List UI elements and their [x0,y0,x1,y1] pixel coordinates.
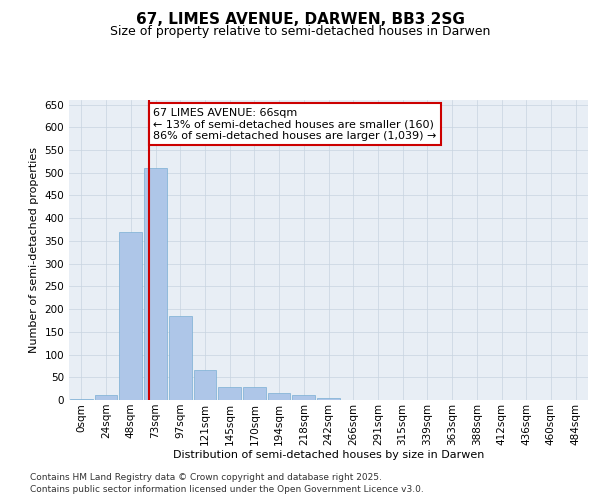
Text: 67, LIMES AVENUE, DARWEN, BB3 2SG: 67, LIMES AVENUE, DARWEN, BB3 2SG [136,12,464,28]
Bar [70,398,93,400]
Bar [317,398,340,400]
Bar [218,388,241,400]
Y-axis label: Number of semi-detached properties: Number of semi-detached properties [29,147,39,353]
Bar [292,396,315,400]
Text: Size of property relative to semi-detached houses in Darwen: Size of property relative to semi-detach… [110,25,490,38]
Bar [95,394,118,400]
Text: Contains HM Land Registry data © Crown copyright and database right 2025.: Contains HM Land Registry data © Crown c… [30,472,382,482]
Bar [144,168,167,400]
Bar [194,370,216,400]
Text: Contains public sector information licensed under the Open Government Licence v3: Contains public sector information licen… [30,485,424,494]
Bar [243,388,266,400]
X-axis label: Distribution of semi-detached houses by size in Darwen: Distribution of semi-detached houses by … [173,450,484,460]
Bar [119,232,142,400]
Bar [268,393,290,400]
Text: 67 LIMES AVENUE: 66sqm
← 13% of semi-detached houses are smaller (160)
86% of se: 67 LIMES AVENUE: 66sqm ← 13% of semi-det… [153,108,436,140]
Bar [169,316,191,400]
